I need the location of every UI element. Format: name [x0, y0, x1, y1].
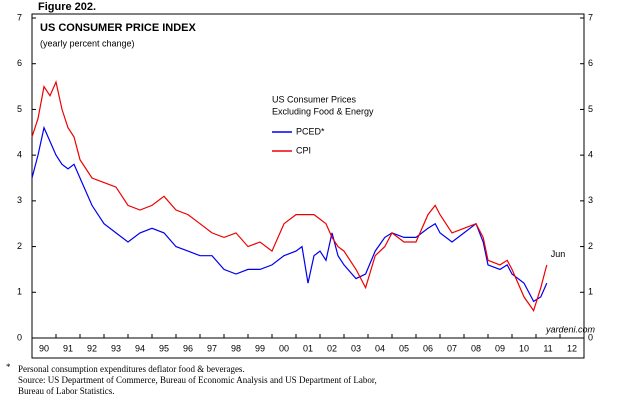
x-tick-label: 99 — [255, 343, 265, 353]
y-tick-label: 1 — [17, 287, 22, 297]
x-tick-label: 93 — [111, 343, 121, 353]
x-tick-label: 91 — [63, 343, 73, 353]
x-tick-label: 97 — [207, 343, 217, 353]
y2-tick-label: 7 — [588, 12, 593, 22]
x-tick-label: 06 — [423, 343, 433, 353]
legend-title: US Consumer Prices — [272, 94, 357, 104]
x-tick-label: 10 — [519, 343, 529, 353]
footnote: Source: US Department of Commerce, Burea… — [18, 375, 377, 385]
legend-title: Excluding Food & Energy — [272, 106, 374, 116]
y-tick-label: 7 — [17, 12, 22, 22]
x-tick-label: 04 — [375, 343, 385, 353]
x-tick-label: 01 — [303, 343, 313, 353]
footnote: Personal consumption expenditures deflat… — [18, 364, 245, 374]
x-tick-label: 92 — [87, 343, 97, 353]
footnote-marker: * — [6, 362, 11, 372]
x-tick-label: 07 — [447, 343, 457, 353]
frame — [31, 13, 585, 359]
x-tick-label: 05 — [399, 343, 409, 353]
y-tick-label: 0 — [17, 332, 22, 342]
y2-tick-label: 2 — [588, 241, 593, 251]
series-line — [31, 125, 548, 303]
x-tick-label: 11 — [543, 343, 552, 353]
y-tick-label: 2 — [17, 241, 22, 251]
annotation: Jun — [551, 249, 566, 259]
x-tick-label: 09 — [495, 343, 505, 353]
y2-tick-label: 5 — [588, 104, 593, 114]
y2-tick-label: 4 — [588, 150, 593, 160]
y2-tick-label: 3 — [588, 195, 593, 205]
x-tick-label: 90 — [39, 343, 49, 353]
source-mark: yardeni.com — [545, 324, 596, 334]
x-tick-label: 95 — [159, 343, 169, 353]
x-tick-label: 08 — [471, 343, 481, 353]
x-tick-label: 98 — [231, 343, 241, 353]
y2-tick-label: 6 — [588, 58, 593, 68]
footnote: Bureau of Labor Statistics. — [18, 386, 114, 396]
y-tick-label: 5 — [17, 104, 22, 114]
legend-label: PCED* — [296, 126, 325, 136]
legend-label: CPI — [296, 145, 311, 155]
x-tick-label: 96 — [183, 343, 193, 353]
y2-tick-label: 0 — [588, 332, 593, 342]
y-tick-label: 6 — [17, 58, 22, 68]
chart-title: US CONSUMER PRICE INDEX — [40, 22, 197, 34]
x-tick-label: 00 — [279, 343, 289, 353]
x-tick-label: 94 — [135, 343, 145, 353]
x-tick-label: 02 — [327, 343, 337, 353]
y-tick-label: 4 — [17, 150, 22, 160]
figure-label: Figure 202. — [38, 1, 96, 13]
y2-tick-label: 1 — [588, 287, 593, 297]
x-tick-label: 12 — [567, 343, 577, 353]
series-line — [31, 80, 548, 312]
y-tick-label: 3 — [17, 195, 22, 205]
x-tick-label: 03 — [351, 343, 361, 353]
chart-subtitle: (yearly percent change) — [40, 38, 135, 48]
